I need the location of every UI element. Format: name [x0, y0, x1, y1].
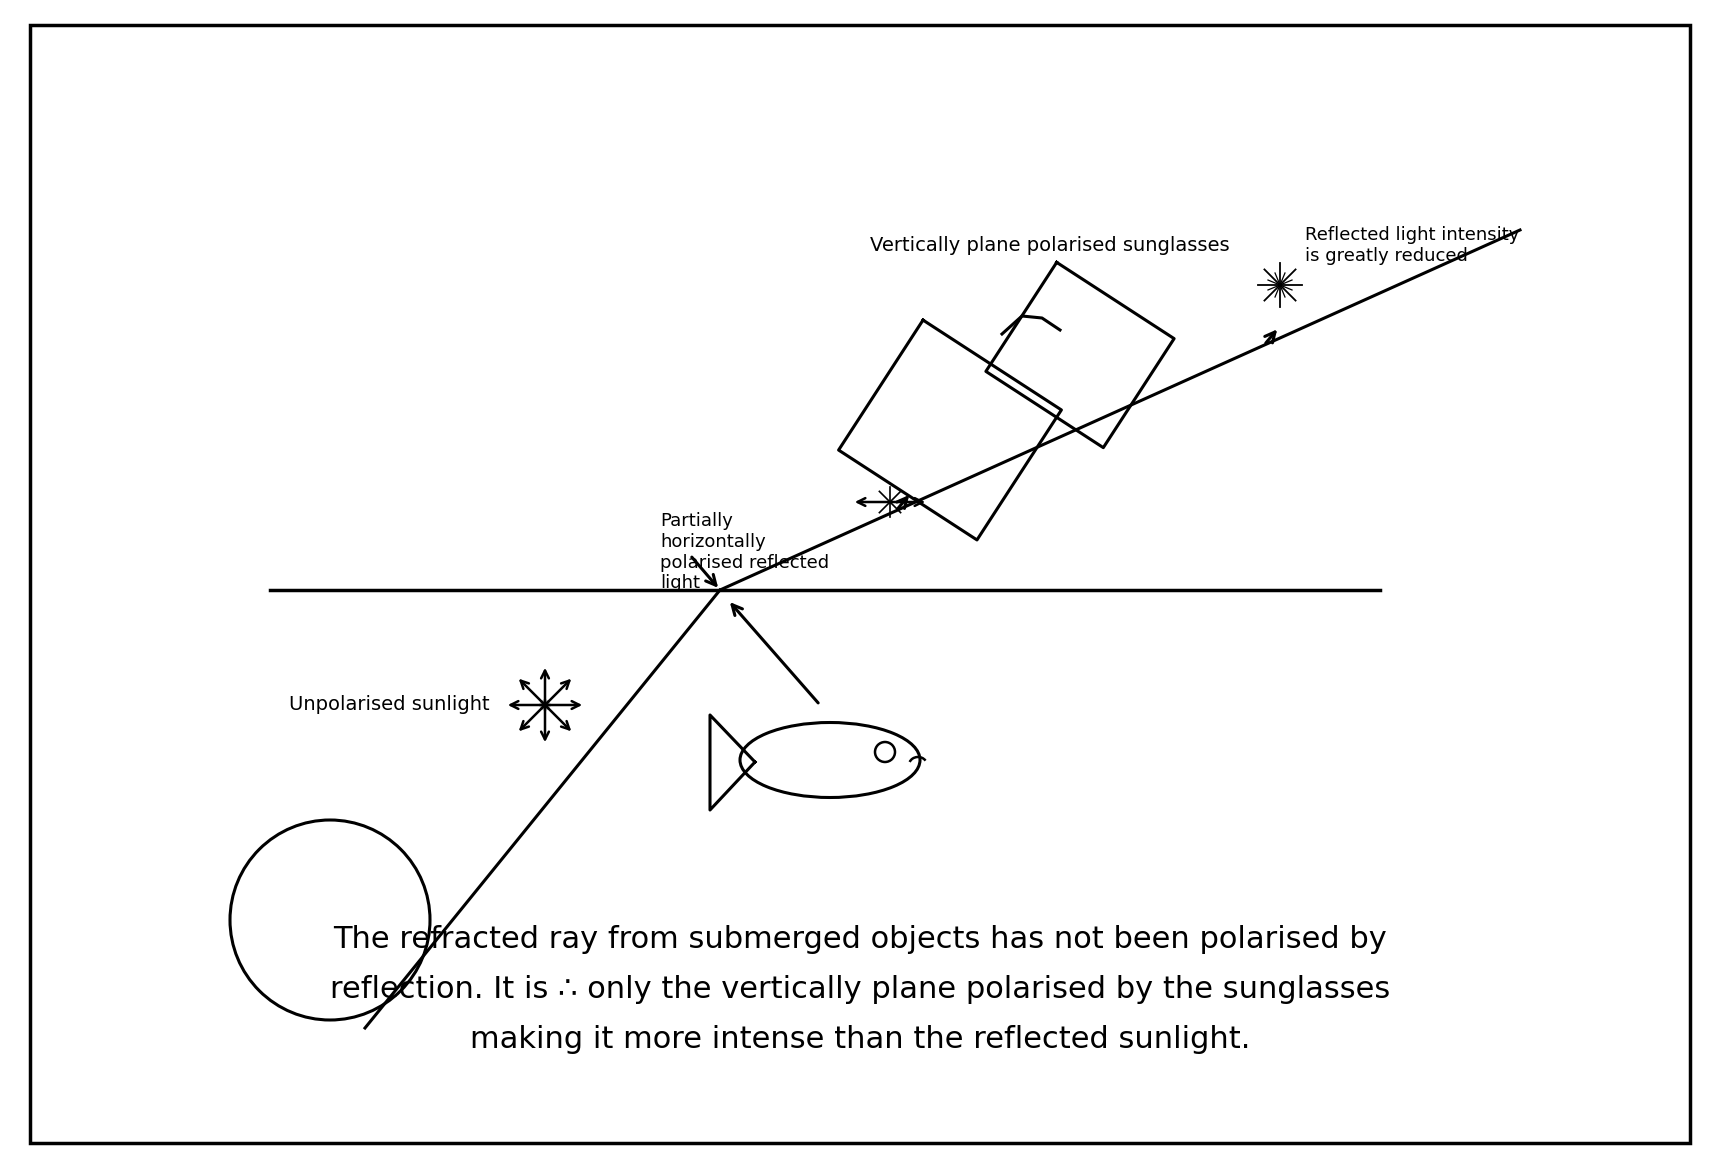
Text: Vertically plane polarised sunglasses: Vertically plane polarised sunglasses	[870, 236, 1230, 255]
Text: Unpolarised sunlight: Unpolarised sunlight	[289, 695, 490, 715]
Text: Partially
horizontally
polarised reflected
light: Partially horizontally polarised reflect…	[660, 512, 829, 592]
Text: making it more intense than the reflected sunlight.: making it more intense than the reflecte…	[470, 1026, 1250, 1055]
Text: Reflected light intensity
is greatly reduced: Reflected light intensity is greatly red…	[1305, 227, 1519, 265]
Text: The refracted ray from submerged objects has not been polarised by: The refracted ray from submerged objects…	[334, 925, 1386, 954]
Text: reflection. It is ∴ only the vertically plane polarised by the sunglasses: reflection. It is ∴ only the vertically …	[330, 975, 1390, 1004]
